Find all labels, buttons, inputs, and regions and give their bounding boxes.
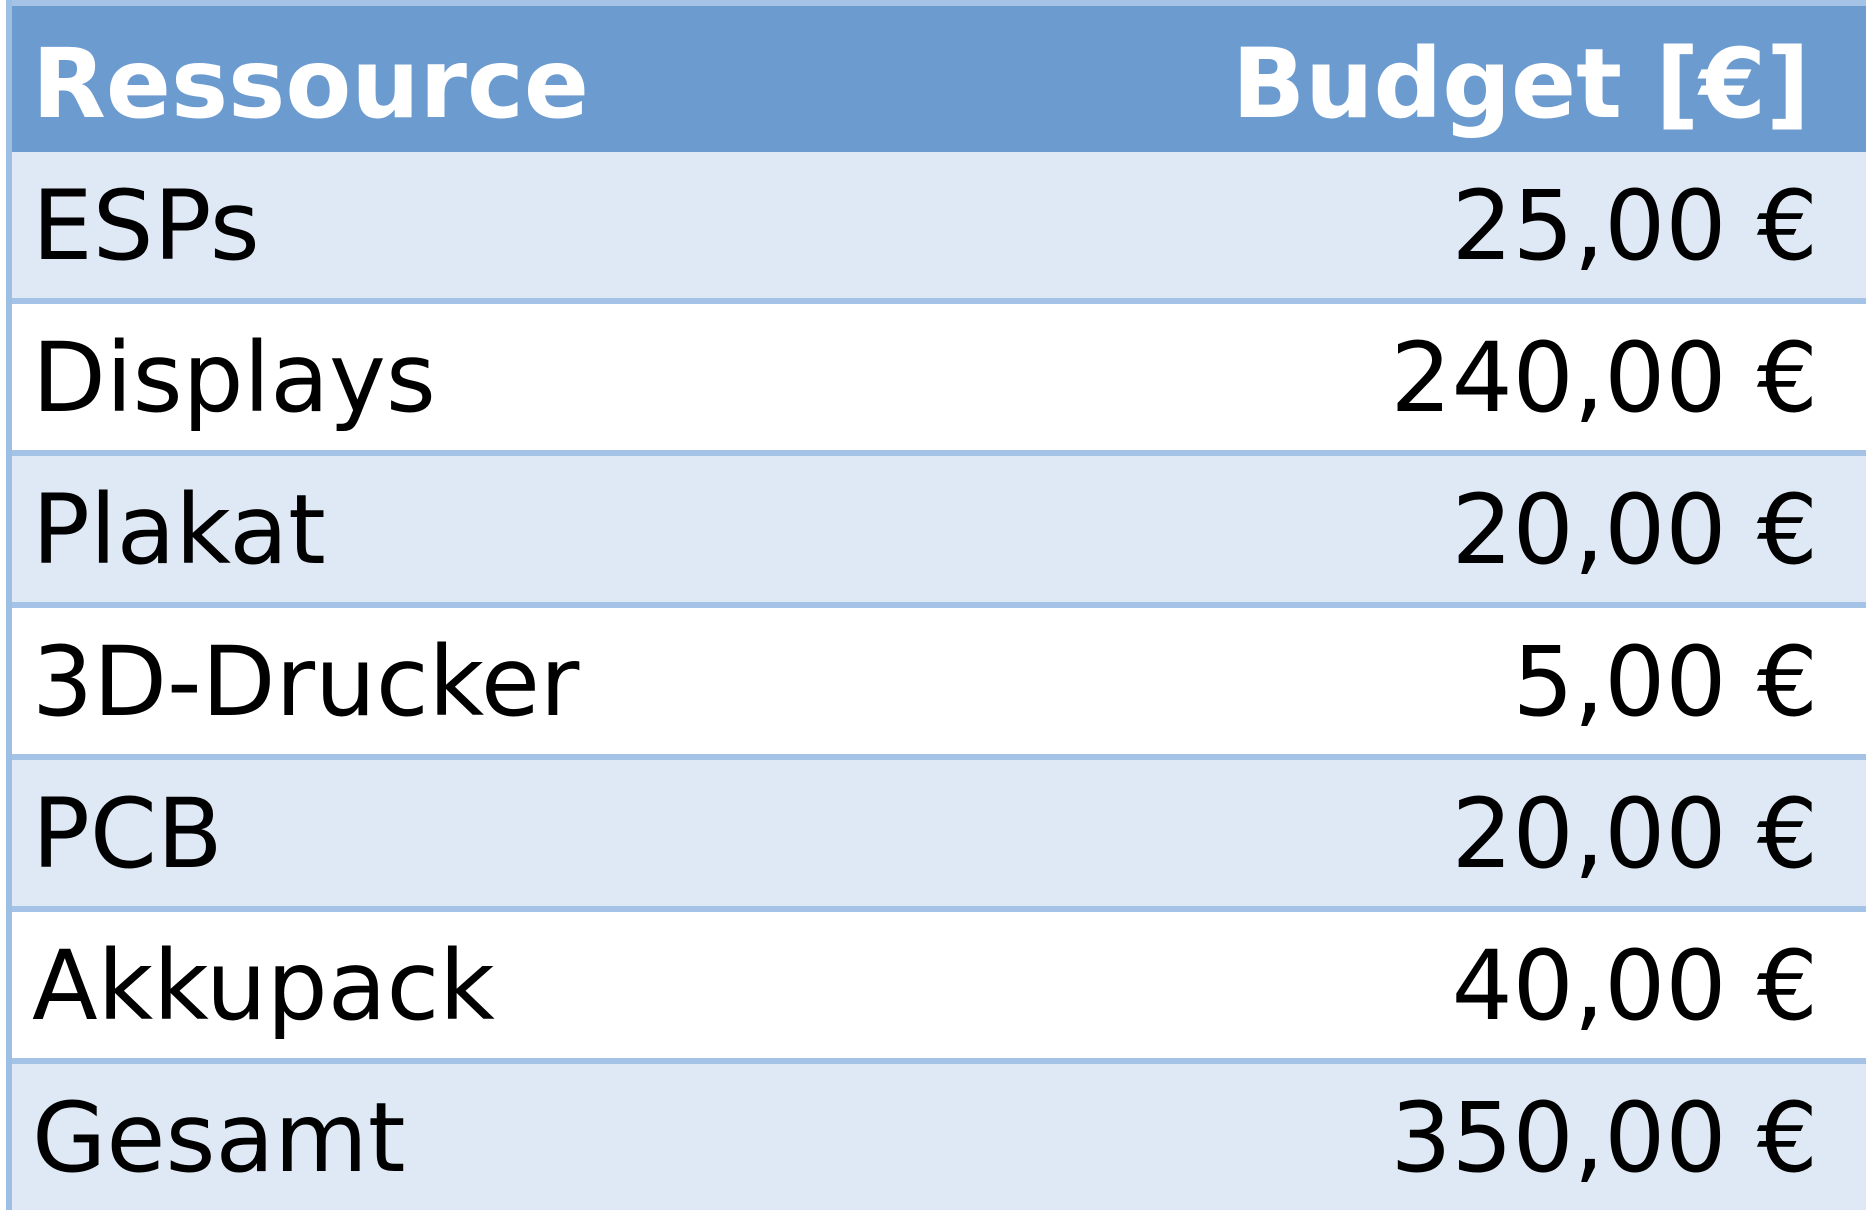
table-row: Displays 240,00 € <box>12 304 1866 456</box>
row-budget: 350,00 € <box>1390 1082 1819 1194</box>
table-row: Akkupack 40,00 € <box>12 912 1866 1064</box>
row-budget: 5,00 € <box>1512 626 1818 738</box>
row-budget: 20,00 € <box>1451 474 1818 586</box>
row-resource: Plakat <box>32 474 326 586</box>
row-resource: 3D-Drucker <box>32 626 580 738</box>
budget-table: Ressource Budget [€] ESPs 25,00 € Displa… <box>6 0 1866 1210</box>
header-budget: Budget [€] <box>1232 28 1810 140</box>
row-resource: Akkupack <box>32 930 495 1042</box>
row-budget: 240,00 € <box>1390 322 1819 434</box>
table-row: ESPs 25,00 € <box>12 152 1866 304</box>
table-row: PCB 20,00 € <box>12 760 1866 912</box>
header-resource: Ressource <box>32 28 589 140</box>
row-budget: 25,00 € <box>1451 170 1818 282</box>
row-resource: Displays <box>32 322 436 434</box>
table-row: 3D-Drucker 5,00 € <box>12 608 1866 760</box>
row-resource: ESPs <box>32 170 260 282</box>
table-row: Plakat 20,00 € <box>12 456 1866 608</box>
row-budget: 20,00 € <box>1451 778 1818 890</box>
table-header: Ressource Budget [€] <box>12 0 1866 152</box>
table-row-total: Gesamt 350,00 € <box>12 1064 1866 1210</box>
row-resource: PCB <box>32 778 223 890</box>
row-resource: Gesamt <box>32 1082 406 1194</box>
row-budget: 40,00 € <box>1451 930 1818 1042</box>
